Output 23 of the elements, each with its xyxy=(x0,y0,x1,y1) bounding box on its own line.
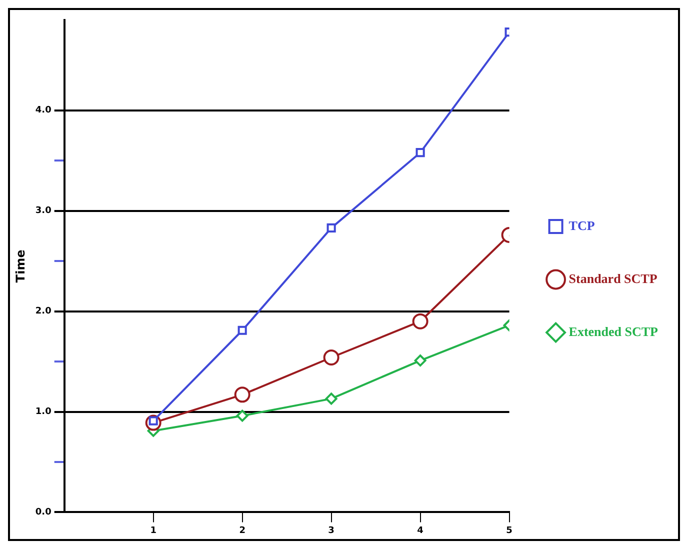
point xyxy=(234,386,250,403)
legend-label: TCP xyxy=(568,218,595,233)
point xyxy=(326,223,336,232)
y-tick-label: 3.0 xyxy=(35,206,52,216)
point xyxy=(414,354,426,367)
x-tick-label: 5 xyxy=(506,526,512,536)
x-tick-label: 3 xyxy=(328,526,334,536)
y-axis-title: Time xyxy=(13,250,28,283)
point xyxy=(412,313,428,330)
y-tick-label: 0.0 xyxy=(35,508,52,518)
legend-label: Standard SCTP xyxy=(568,270,658,286)
point xyxy=(238,326,247,335)
point xyxy=(236,410,248,422)
point xyxy=(325,392,338,405)
x-tick-label: 1 xyxy=(150,526,156,536)
point xyxy=(323,350,340,366)
y-tick-label: 4.0 xyxy=(35,106,52,116)
y-tick-label: 2.0 xyxy=(35,306,52,317)
y-tick-label: 1.0 xyxy=(35,407,52,418)
legend-label: Extended SCTP xyxy=(568,324,658,339)
x-tick-label: 4 xyxy=(417,526,424,536)
point xyxy=(416,148,425,158)
x-tick-label: 2 xyxy=(239,526,246,536)
